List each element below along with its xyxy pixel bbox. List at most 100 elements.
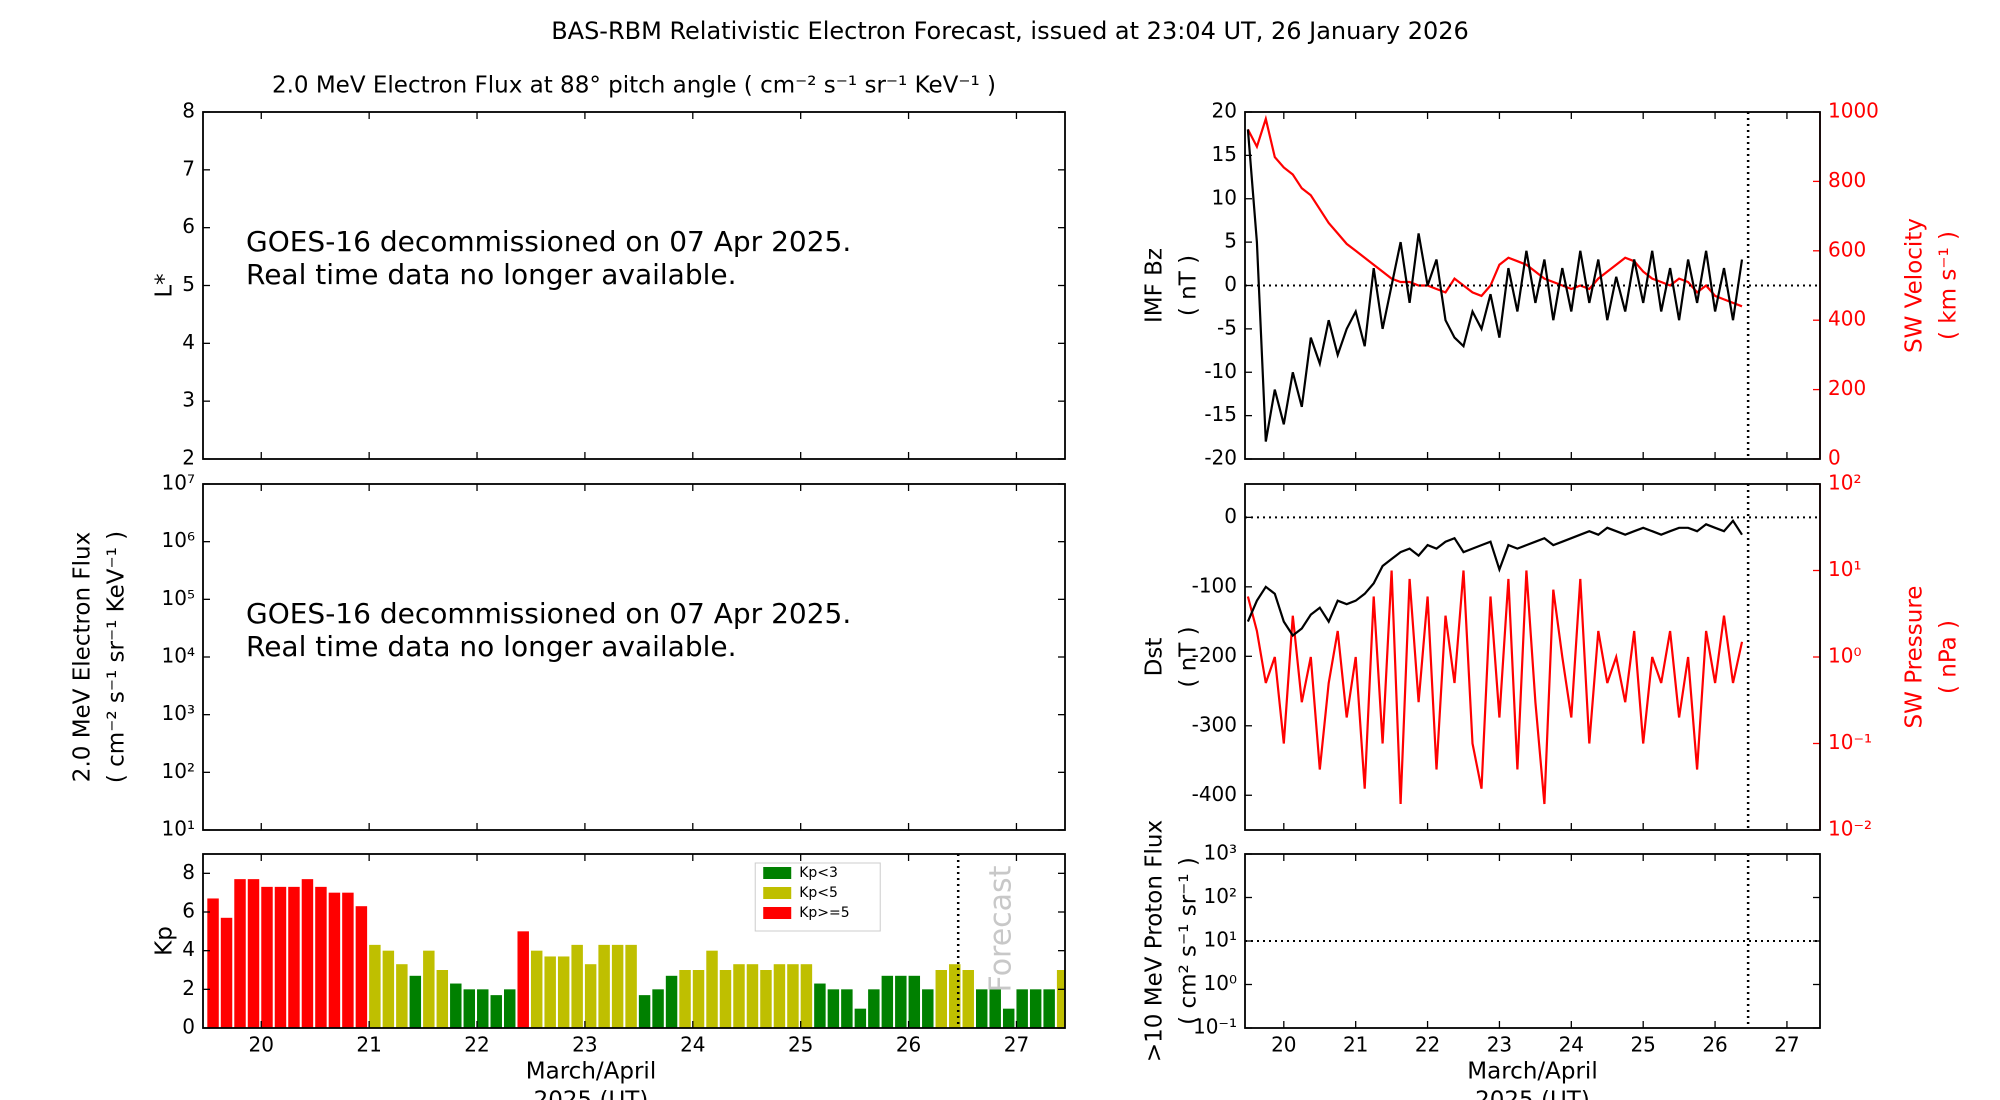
x-axis-label: 2025 (UT) <box>534 1088 649 1100</box>
bar <box>881 975 894 1028</box>
bar <box>949 964 961 1028</box>
x-tick-label: 24 <box>1559 1033 1584 1057</box>
bar <box>868 989 880 1028</box>
annotation: GOES-16 decommissioned on 07 Apr 2025. <box>246 225 851 258</box>
bar <box>638 995 651 1028</box>
bar <box>288 886 300 1028</box>
y2-tick-label: 0 <box>1828 446 1841 470</box>
y-tick-label: -15 <box>1204 402 1237 426</box>
bar <box>935 970 948 1028</box>
y-tick-label: 7 <box>182 156 195 180</box>
y2-axis-label: SW Pressure <box>1902 586 1928 729</box>
bar <box>652 989 664 1028</box>
y-axis-label: 2.0 MeV Electron Flux <box>70 532 96 782</box>
bar <box>908 975 921 1028</box>
forecast-label: Forecast <box>984 865 1019 992</box>
y-tick-label: 4 <box>182 330 195 354</box>
y-axis-label: >10 MeV Proton Flux <box>1142 820 1168 1062</box>
y-axis-label: ( cm² s⁻¹ sr⁻¹ ) <box>1176 857 1202 1025</box>
series-line <box>1246 570 1744 805</box>
y-tick-label: 10 <box>1212 185 1237 209</box>
x-tick-label: 22 <box>1415 1033 1440 1057</box>
bar <box>625 944 637 1028</box>
x-tick-label: 20 <box>1271 1033 1296 1057</box>
bar <box>261 886 273 1028</box>
bar <box>355 906 368 1028</box>
bar <box>787 964 799 1028</box>
x-tick-label: 26 <box>1702 1033 1727 1057</box>
legend-swatch <box>763 867 792 879</box>
bar <box>719 970 732 1028</box>
bar <box>369 944 381 1028</box>
y-axis-label: L* <box>152 273 178 297</box>
panel-frame <box>202 111 1066 460</box>
y-tick-label: 0 <box>182 1015 195 1039</box>
bar <box>1029 989 1042 1028</box>
legend-label: Kp<5 <box>799 885 838 901</box>
y-tick-label: 8 <box>182 860 195 884</box>
plot-area <box>1245 112 1820 459</box>
bar <box>503 989 516 1028</box>
y-tick-label: 6 <box>182 214 195 238</box>
bar <box>611 944 624 1028</box>
panel: 10¹ 10² 10³ 10⁴ 10⁵ 10⁶ 10⁷ 2.0 MeV Electron Fl… <box>70 471 1066 841</box>
y2-tick-label: 400 <box>1828 307 1866 331</box>
y-tick-label: -10 <box>1204 359 1237 383</box>
y-tick-label: 10¹ <box>162 817 195 841</box>
bar <box>760 970 772 1028</box>
bar <box>1056 970 1065 1028</box>
bar <box>692 970 705 1028</box>
y2-tick-label: 200 <box>1828 376 1866 400</box>
panel-frame <box>1244 853 1821 1029</box>
y-tick-label: 10⁴ <box>162 644 195 668</box>
y-tick-label: -5 <box>1217 315 1237 339</box>
y2-axis-label: ( nPa ) <box>1936 620 1962 694</box>
bar <box>1002 1008 1015 1028</box>
bar <box>450 983 462 1028</box>
y-axis-label: ( nT ) <box>1176 626 1202 687</box>
y-tick-label: 3 <box>182 388 195 412</box>
panel-title: 2.0 MeV Electron Flux at 88° pitch angle… <box>272 73 996 99</box>
x-axis-label: 2025 (UT) <box>1475 1088 1590 1100</box>
y2-axis-label: SW Velocity <box>1902 218 1928 353</box>
bar <box>301 879 314 1028</box>
y-tick-label: 0 <box>1224 272 1237 296</box>
x-tick-label: 23 <box>572 1033 597 1057</box>
plot-area <box>1245 484 1820 830</box>
bar <box>922 989 934 1028</box>
y2-tick-label: 10⁻¹ <box>1828 730 1872 754</box>
bar <box>1043 989 1055 1028</box>
panel-frame <box>202 853 1066 1029</box>
bar <box>706 950 718 1028</box>
bar <box>746 964 759 1028</box>
y-axis-label: Kp <box>152 926 178 956</box>
legend-swatch <box>763 887 792 899</box>
y-tick-label: -20 <box>1204 446 1237 470</box>
legend-swatch <box>763 907 792 919</box>
panel: 2.0 MeV Electron Flux at 88° pitch angle… <box>152 73 1066 470</box>
bar <box>733 964 745 1028</box>
bar <box>665 975 678 1028</box>
y-tick-label: 4 <box>182 937 195 961</box>
y2-tick-label: 10² <box>1828 471 1861 495</box>
x-tick-label: 21 <box>356 1033 381 1057</box>
series-line <box>1246 114 1743 308</box>
x-tick-label: 25 <box>1630 1033 1655 1057</box>
x-axis-label: March/April <box>1467 1059 1597 1085</box>
bar <box>477 989 489 1028</box>
bar <box>989 989 1001 1028</box>
y2-tick-label: 600 <box>1828 237 1866 261</box>
x-tick-label: 27 <box>1774 1033 1799 1057</box>
y-tick-label: 10³ <box>162 701 195 725</box>
y-tick-label: 20 <box>1212 99 1237 123</box>
bar <box>207 898 219 1028</box>
panel-frame <box>202 483 1066 831</box>
panel-frame <box>1244 111 1821 460</box>
y-tick-label: 10⁰ <box>1204 971 1237 995</box>
y-tick-label: 8 <box>182 99 195 123</box>
y-tick-label: 10¹ <box>1204 928 1237 952</box>
y-tick-label: 2 <box>182 976 195 1000</box>
y-tick-label: 10⁻¹ <box>1193 1015 1237 1039</box>
bar <box>544 956 556 1028</box>
